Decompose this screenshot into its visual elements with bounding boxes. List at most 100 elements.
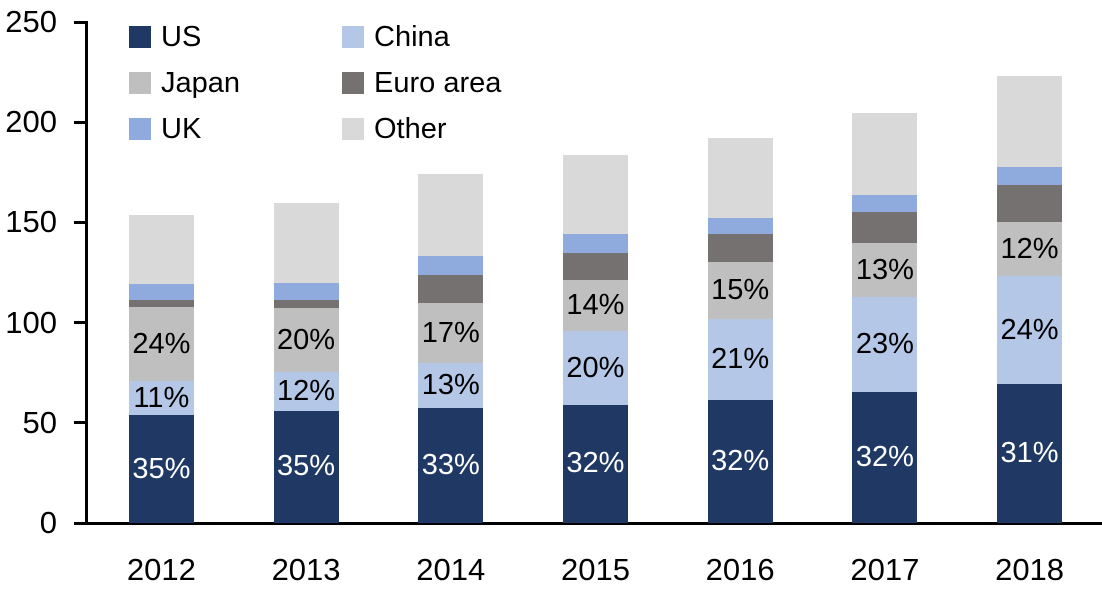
x-axis-category-label-2017: 2017 xyxy=(850,552,920,587)
bar-segment-japan-2012: 24% xyxy=(128,307,194,382)
legend-label-uk: UK xyxy=(161,112,202,145)
legend-item-japan: Japan xyxy=(129,68,342,97)
y-axis-tick xyxy=(74,421,88,425)
bar-2017: 32% 23% 13% xyxy=(852,113,918,523)
legend-swatch-us-icon xyxy=(129,26,151,48)
legend-swatch-euro-area-icon xyxy=(342,72,364,94)
bar-segment-other-2015 xyxy=(562,154,628,235)
y-axis-tick xyxy=(74,120,88,124)
bar-segment-uk-2012 xyxy=(128,284,194,301)
segment-label-us-2014: 33% xyxy=(421,448,480,481)
bar-segment-uk-2014 xyxy=(418,256,484,276)
legend-item-us: US xyxy=(129,22,342,51)
bar-segment-other-2013 xyxy=(273,202,339,284)
segment-label-us-2017: 32% xyxy=(855,440,914,473)
segment-label-china-2018: 24% xyxy=(1000,313,1059,346)
x-axis-category-label-2013: 2013 xyxy=(271,552,341,587)
y-axis-tick xyxy=(74,20,88,24)
x-axis-line xyxy=(74,522,1102,525)
segment-label-japan-2012: 24% xyxy=(132,327,191,360)
bar-segment-us-2012: 35% xyxy=(128,415,194,523)
bar-segment-other-2014 xyxy=(418,174,484,257)
bar-2018: 31% 24% 12% xyxy=(997,75,1063,523)
segment-label-japan-2018: 12% xyxy=(1000,232,1059,265)
segment-label-china-2016: 21% xyxy=(711,343,770,376)
bar-segment-japan-2015: 14% xyxy=(562,279,628,332)
bar-segment-euro-area-2014 xyxy=(418,275,484,304)
bar-segment-euro-area-2013 xyxy=(273,300,339,309)
plot-area: 35% 11% 24% 35% 12% 20% 33% 13% 17% 32% 20% 14% 32% 2… xyxy=(89,22,1102,523)
bar-segment-china-2016: 21% xyxy=(707,319,773,400)
bar-segment-japan-2014: 17% xyxy=(418,303,484,363)
x-axis-category-label-2012: 2012 xyxy=(126,552,196,587)
bar-segment-us-2016: 32% xyxy=(707,399,773,523)
legend-label-other: Other xyxy=(374,112,447,145)
y-axis-line xyxy=(85,22,88,525)
x-axis-labels: 2012 2013 2014 2015 2016 2017 2018 xyxy=(89,552,1102,588)
bar-segment-uk-2018 xyxy=(997,167,1063,186)
bar-segment-china-2012: 11% xyxy=(128,381,194,416)
bar-segment-other-2016 xyxy=(707,138,773,219)
legend-item-euro-area: Euro area xyxy=(342,68,501,97)
bar-2013: 35% 12% 20% xyxy=(273,202,339,523)
segment-label-us-2015: 32% xyxy=(566,447,625,480)
x-axis-category-label-2018: 2018 xyxy=(995,552,1065,587)
legend-swatch-china-icon xyxy=(342,26,364,48)
segment-label-japan-2014: 17% xyxy=(421,316,480,349)
bar-segment-china-2013: 12% xyxy=(273,372,339,411)
bar-segment-uk-2013 xyxy=(273,283,339,301)
bar-segment-japan-2016: 15% xyxy=(707,261,773,320)
bar-2015: 32% 20% 14% xyxy=(562,154,628,523)
y-axis-tick-label: 250 xyxy=(5,4,57,39)
bar-segment-other-2018 xyxy=(997,75,1063,168)
segment-label-japan-2013: 20% xyxy=(277,323,336,356)
bar-segment-other-2012 xyxy=(128,215,194,285)
bar-segment-euro-area-2017 xyxy=(852,212,918,244)
bar-segment-us-2014: 33% xyxy=(418,407,484,523)
legend-label-us: US xyxy=(161,20,202,53)
bar-segment-china-2015: 20% xyxy=(562,331,628,405)
legend-item-china: China xyxy=(342,22,501,51)
bar-segment-us-2017: 32% xyxy=(852,391,918,523)
bar-segment-euro-area-2012 xyxy=(128,300,194,308)
legend-swatch-uk-icon xyxy=(129,118,151,140)
segment-label-us-2018: 31% xyxy=(1000,436,1059,469)
y-axis-tick xyxy=(74,321,88,325)
bar-segment-china-2014: 13% xyxy=(418,362,484,408)
segment-label-china-2015: 20% xyxy=(566,351,625,384)
bar-segment-japan-2013: 20% xyxy=(273,308,339,373)
bar-segment-us-2015: 32% xyxy=(562,404,628,523)
segment-label-china-2017: 23% xyxy=(855,327,914,360)
bar-segment-uk-2015 xyxy=(562,234,628,254)
bar-segment-uk-2016 xyxy=(707,218,773,235)
bar-2016: 32% 21% 15% xyxy=(707,138,773,523)
legend-swatch-other-icon xyxy=(342,118,364,140)
segment-label-japan-2016: 15% xyxy=(711,273,770,306)
bar-2012: 35% 11% 24% xyxy=(128,215,194,523)
legend-label-japan: Japan xyxy=(161,66,241,99)
x-axis-category-label-2014: 2014 xyxy=(416,552,486,587)
bar-segment-us-2018: 31% xyxy=(997,383,1063,523)
y-axis-tick-label: 100 xyxy=(5,304,57,340)
segment-label-china-2013: 12% xyxy=(277,375,336,408)
segment-label-us-2013: 35% xyxy=(277,450,336,483)
bar-segment-euro-area-2015 xyxy=(562,253,628,280)
x-axis-category-label-2016: 2016 xyxy=(705,552,775,587)
legend: US China Japan Euro area UK Other xyxy=(129,22,501,143)
y-axis-tick-label: 150 xyxy=(5,204,57,240)
bar-segment-us-2013: 35% xyxy=(273,410,339,523)
x-axis-category-label-2015: 2015 xyxy=(560,552,630,587)
bar-segment-china-2018: 24% xyxy=(997,276,1063,384)
legend-swatch-japan-icon xyxy=(129,72,151,94)
y-axis-tick-label: 0 xyxy=(39,505,57,540)
bar-segment-other-2017 xyxy=(852,113,918,196)
legend-label-euro-area: Euro area xyxy=(374,66,502,99)
y-axis-tick-label: 50 xyxy=(22,404,57,440)
bar-2014: 33% 13% 17% xyxy=(418,174,484,523)
segment-label-china-2014: 13% xyxy=(421,368,480,401)
segment-label-us-2012: 35% xyxy=(132,452,191,485)
bar-segment-china-2017: 23% xyxy=(852,296,918,392)
bar-segment-japan-2018: 12% xyxy=(997,222,1063,277)
segment-label-japan-2017: 13% xyxy=(855,253,914,286)
